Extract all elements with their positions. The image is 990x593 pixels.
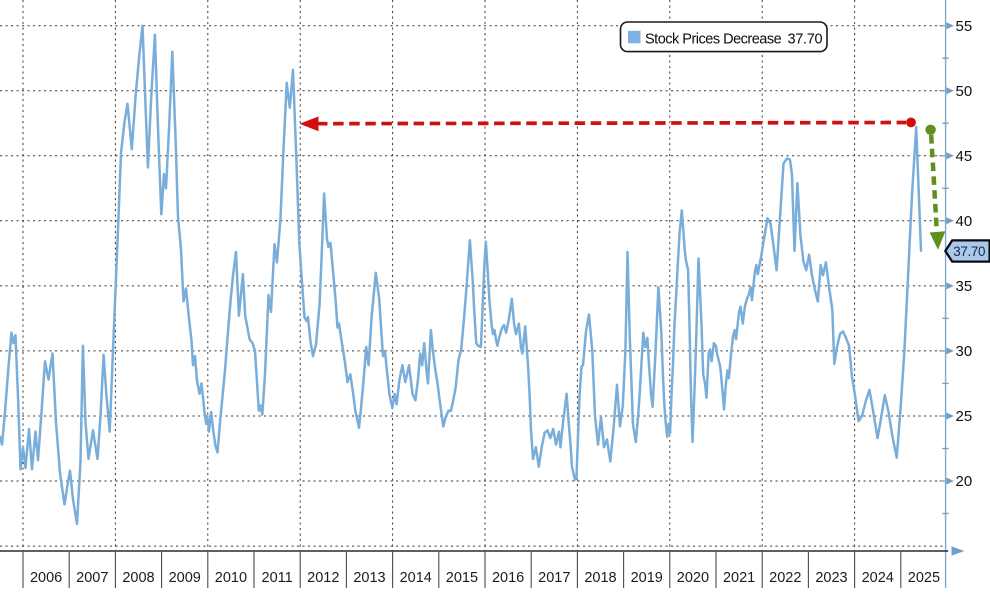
svg-text:2016: 2016 bbox=[492, 570, 524, 586]
svg-text:55: 55 bbox=[956, 18, 973, 35]
svg-text:25: 25 bbox=[956, 408, 973, 425]
svg-text:30: 30 bbox=[956, 343, 973, 360]
svg-text:2010: 2010 bbox=[215, 570, 247, 586]
svg-text:2014: 2014 bbox=[400, 570, 432, 586]
svg-text:2020: 2020 bbox=[677, 570, 709, 586]
svg-text:37.70: 37.70 bbox=[953, 244, 985, 259]
svg-text:2009: 2009 bbox=[169, 570, 201, 586]
svg-text:40: 40 bbox=[956, 213, 973, 230]
svg-text:2012: 2012 bbox=[307, 570, 339, 586]
svg-text:2007: 2007 bbox=[76, 570, 108, 586]
svg-text:2011: 2011 bbox=[262, 570, 293, 586]
svg-text:2015: 2015 bbox=[446, 570, 478, 586]
svg-text:45: 45 bbox=[956, 148, 973, 165]
svg-text:2019: 2019 bbox=[631, 570, 663, 586]
svg-text:2018: 2018 bbox=[584, 570, 616, 586]
svg-text:2024: 2024 bbox=[862, 570, 894, 586]
svg-text:2023: 2023 bbox=[815, 570, 847, 586]
svg-text:Stock Prices Decrease: Stock Prices Decrease bbox=[645, 32, 782, 48]
svg-text:2017: 2017 bbox=[538, 570, 570, 586]
svg-text:20: 20 bbox=[956, 473, 973, 490]
svg-text:2006: 2006 bbox=[30, 570, 62, 586]
svg-text:37.70: 37.70 bbox=[788, 32, 823, 48]
svg-text:2021: 2021 bbox=[723, 570, 755, 586]
svg-text:35: 35 bbox=[956, 278, 973, 295]
svg-text:2022: 2022 bbox=[769, 570, 801, 586]
svg-text:50: 50 bbox=[956, 83, 973, 100]
svg-text:2013: 2013 bbox=[353, 570, 385, 586]
svg-text:2008: 2008 bbox=[122, 570, 154, 586]
svg-text:2025: 2025 bbox=[908, 570, 940, 586]
